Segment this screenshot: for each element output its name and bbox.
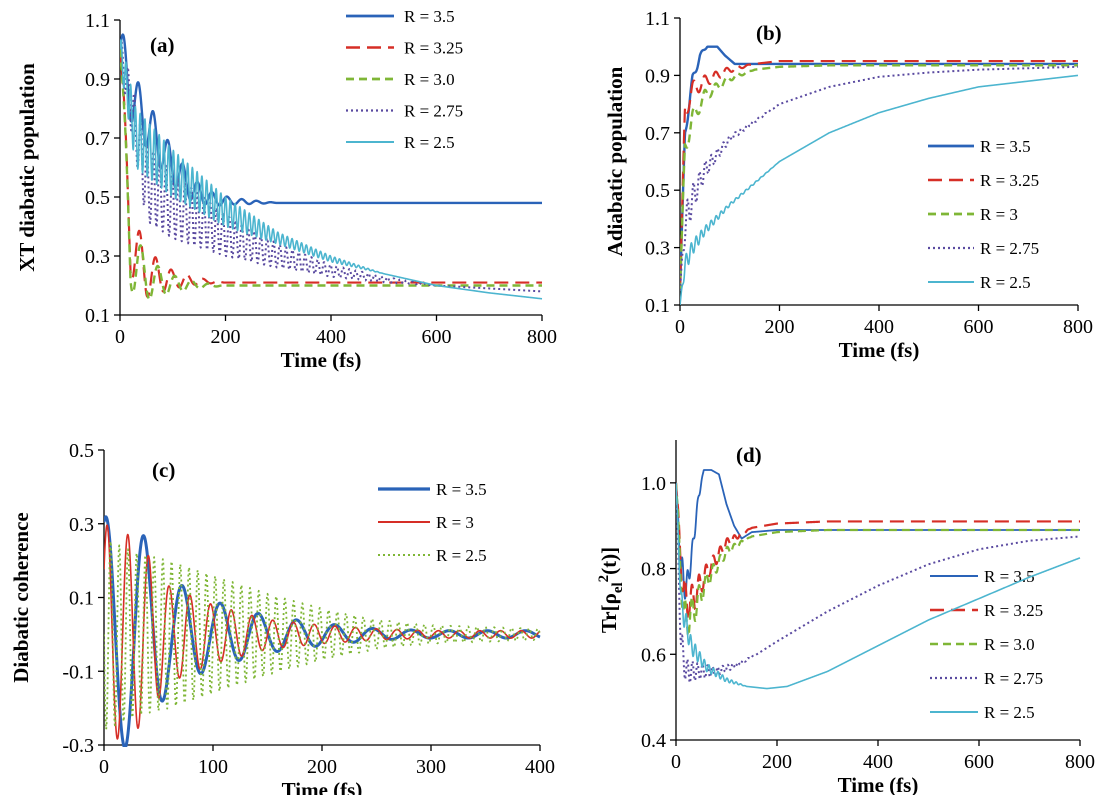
legend-label: R = 3.25	[984, 601, 1043, 620]
x-tick-label: 400	[316, 326, 346, 348]
y-tick-label: 0.5	[85, 187, 110, 209]
legend-label: R = 3.5	[404, 7, 455, 26]
series-line	[680, 64, 1079, 291]
y-tick-label: 1.1	[645, 8, 670, 30]
x-tick-label: 200	[307, 756, 337, 778]
x-axis-title: Time (fs)	[839, 338, 920, 362]
series-line	[120, 49, 543, 301]
y-tick-label: 0.1	[645, 295, 670, 317]
series-line	[676, 482, 1081, 684]
legend-label: R = 3.0	[404, 70, 455, 89]
x-axis-title: Time (fs)	[281, 348, 362, 372]
y-tick-label: -0.3	[62, 735, 94, 757]
legend-label: R = 3.25	[980, 171, 1039, 190]
panel-b: 0.1 0.3 0.5 0.7 0.9 1.1 0 200 400 600 800 Time (fs)…	[603, 8, 1093, 362]
panel-label: (b)	[756, 21, 782, 45]
series-line	[676, 482, 1081, 690]
x-tick-label: 0	[675, 316, 685, 338]
legend-label: R = 3.0	[984, 635, 1035, 654]
x-axis-title: Time (fs)	[282, 778, 363, 795]
x-tick-label: 400	[525, 756, 555, 778]
y-tick-label: 0.9	[645, 65, 670, 87]
x-tick-label: 0	[115, 326, 125, 348]
y-tick-label: 0.1	[85, 305, 110, 327]
y-axis-title: Adiabatic population	[603, 66, 627, 256]
x-tick-label: 0	[99, 756, 109, 778]
x-tick-label: 300	[416, 756, 446, 778]
legend-label: R = 3.5	[984, 567, 1035, 586]
y-axis-title: Diabatic coherence	[9, 512, 33, 682]
x-tick-label: 400	[863, 751, 893, 773]
x-tick-label: 800	[1063, 316, 1093, 338]
legend-label: R = 2.5	[984, 703, 1035, 722]
panel-label: (c)	[152, 458, 175, 482]
legend-label: R = 2.5	[404, 133, 455, 152]
panel-label: (d)	[736, 443, 762, 467]
y-tick-label: 0.3	[645, 238, 670, 260]
series-line	[120, 39, 543, 300]
y-tick-label: 0.8	[641, 559, 666, 581]
y-axis-title: XT diabatic population	[15, 63, 39, 272]
y-tick-label: 0.9	[85, 69, 110, 91]
legend-label: R = 3.25	[404, 39, 463, 58]
y-tick-label: 0.1	[69, 588, 94, 610]
y-tick-label: 1.1	[85, 10, 110, 32]
y-tick-label: 0.6	[641, 644, 666, 666]
x-tick-label: 100	[198, 756, 228, 778]
y-axis-title: Tr[ρel2(t)]	[596, 547, 626, 633]
panel-d: 0.4 0.6 0.8 1.0 0 200 400 600 800 Time (fs) Tr[ρel…	[596, 440, 1095, 797]
legend-label: R = 2.5	[980, 273, 1031, 292]
x-tick-label: 800	[1065, 751, 1095, 773]
legend-label: R = 3.5	[980, 137, 1031, 156]
y-tick-label: 0.3	[85, 246, 110, 268]
series-line	[680, 59, 1079, 291]
series-line	[680, 74, 1079, 306]
legend-label: R = 3	[980, 205, 1018, 224]
y-tick-label: 0.3	[69, 514, 94, 536]
legend-label: R = 2.75	[984, 669, 1043, 688]
panel-label: (a)	[150, 33, 175, 57]
panel-c: -0.3 -0.1 0.1 0.3 0.5 0 100 200 300 400 Time (fs) D…	[9, 440, 555, 800]
y-tick-label: 1.0	[641, 473, 666, 495]
x-axis-title: Time (fs)	[838, 773, 919, 795]
series-line	[680, 45, 1079, 291]
x-tick-label: 200	[762, 751, 792, 773]
legend-label: R = 3	[436, 513, 474, 532]
x-tick-label: 200	[765, 316, 795, 338]
legend-label: R = 3.5	[436, 480, 487, 499]
y-tick-label: -0.1	[62, 661, 94, 683]
series-line	[676, 482, 1081, 622]
y-tick-label: 0.7	[85, 128, 110, 150]
series-line	[676, 482, 1081, 638]
x-tick-label: 0	[671, 751, 681, 773]
legend-label: R = 2.75	[404, 102, 463, 121]
y-tick-label: 0.4	[641, 730, 666, 752]
x-tick-label: 600	[422, 326, 452, 348]
x-tick-label: 200	[211, 326, 241, 348]
panel-a: 0.1 0.3 0.5 0.7 0.9 1.1 0 200 400 600 800 Time (fs)…	[15, 7, 557, 372]
y-tick-label: 0.7	[645, 123, 670, 145]
legend-label: R = 2.75	[980, 239, 1039, 258]
x-tick-label: 800	[527, 326, 557, 348]
y-tick-label: 0.5	[645, 180, 670, 202]
series-line	[680, 65, 1079, 291]
x-tick-label: 400	[864, 316, 894, 338]
y-tick-label: 0.5	[69, 440, 94, 462]
series-line	[120, 49, 543, 298]
x-tick-label: 600	[964, 316, 994, 338]
legend-label: R = 2.5	[436, 546, 487, 565]
x-tick-label: 600	[964, 751, 994, 773]
